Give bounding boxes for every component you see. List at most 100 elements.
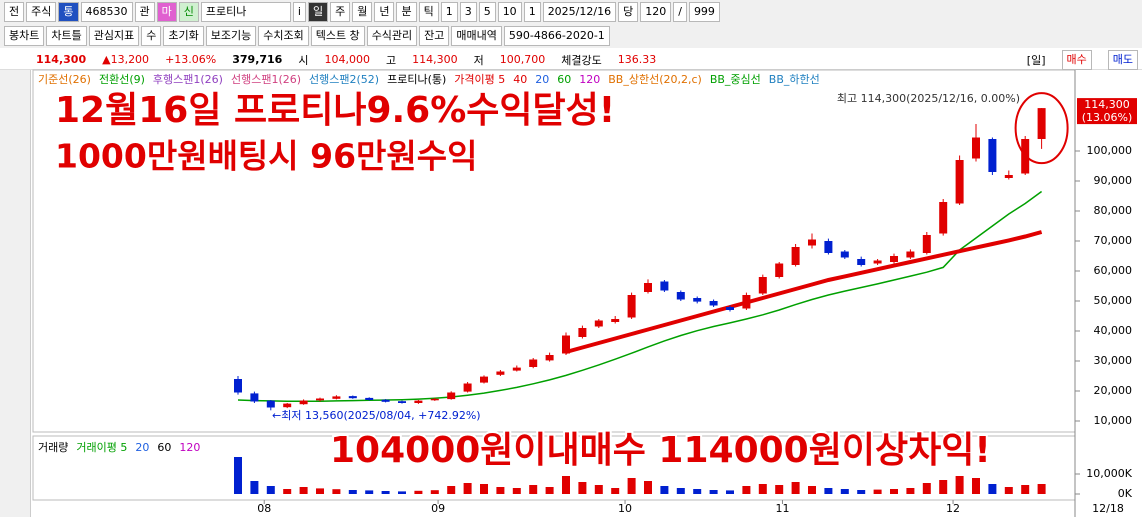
candle-body: [414, 400, 423, 403]
volume-bar: [365, 490, 374, 494]
volume-bar: [332, 489, 341, 494]
toolbar-button[interactable]: 월: [352, 2, 373, 22]
label: 고: [385, 53, 397, 67]
toolbar-button[interactable]: 120: [640, 2, 672, 22]
change: ▲13,200: [102, 53, 150, 66]
candle-body: [726, 307, 734, 310]
volume-bar: [840, 489, 849, 494]
volume-bar: [676, 488, 685, 494]
toolbar-button[interactable]: 수: [141, 26, 162, 46]
toolbar-button[interactable]: 보조기능: [205, 26, 257, 46]
toolbar-button[interactable]: 분: [396, 2, 417, 22]
toolbar-button[interactable]: 틱: [418, 2, 439, 22]
candle-body: [955, 160, 964, 204]
candle-body: [365, 397, 374, 400]
x-tick-label: 08: [257, 502, 271, 515]
candle-body: [283, 403, 292, 408]
toolbar-button[interactable]: 프로티나: [200, 2, 291, 22]
legend-entry: 후행스팬1(26): [153, 73, 223, 86]
volume-bar: [627, 478, 636, 494]
toolbar-button[interactable]: 관심지표: [88, 26, 140, 46]
volume-bar: [758, 484, 767, 494]
volume-bar: [824, 488, 833, 494]
overlay-text: 1000만원배팅시 96만원수익: [55, 137, 478, 176]
candle-body: [1004, 175, 1013, 178]
toolbar-button[interactable]: 5: [478, 2, 496, 22]
candle-body: [791, 247, 800, 265]
candle-body: [742, 295, 751, 309]
toolbar-button[interactable]: 1: [523, 2, 541, 22]
toolbar-button[interactable]: 봉차트: [4, 26, 45, 46]
toolbar-button[interactable]: 2025/12/16: [542, 2, 617, 22]
candle-body: [529, 359, 538, 367]
candle-body: [693, 298, 702, 302]
volume-bar: [988, 484, 997, 494]
toolbar-button[interactable]: i: [292, 2, 306, 22]
candle-body: [480, 376, 488, 383]
toolbar-button[interactable]: 수치조회: [258, 26, 309, 46]
last-price-label: (13.06%): [1082, 111, 1133, 124]
legend-entry: 60: [157, 441, 171, 454]
y-tick-label: 10,000K: [1086, 467, 1132, 480]
candle-body: [316, 398, 324, 401]
candle-body: [1037, 108, 1046, 139]
volume-bar: [480, 484, 488, 494]
low: 100,700: [499, 53, 546, 66]
volume-bar: [660, 486, 669, 494]
legend-entry: BB_상한선(20,2,c): [608, 73, 702, 86]
candle-body: [430, 398, 439, 401]
toolbar-button[interactable]: 통: [58, 2, 79, 22]
volume-bar: [611, 488, 620, 494]
candle-body: [578, 328, 587, 337]
toolbar-button[interactable]: 마: [156, 2, 177, 22]
volume-bar: [594, 485, 603, 494]
volume-bar: [266, 486, 275, 494]
candle-body: [890, 256, 898, 262]
candle-body: [332, 396, 341, 399]
volume-bar: [775, 485, 784, 494]
toolbar-button[interactable]: 수식관리: [366, 26, 418, 46]
high-annotation: 최고 114,300(2025/12/16, 0.00%): [837, 92, 1020, 105]
toolbar-button[interactable]: 주: [330, 2, 351, 22]
toolbar-button[interactable]: 10: [497, 2, 522, 22]
toolbar-button[interactable]: 매매내역: [451, 26, 502, 46]
volume-bar: [578, 482, 587, 494]
volume-bar: [709, 490, 718, 494]
toolbar-button[interactable]: 초기화: [163, 26, 204, 46]
y-tick-label: 60,000: [1094, 264, 1133, 277]
buy-button[interactable]: 매수: [1061, 49, 1092, 70]
toolbar-button[interactable]: 3: [459, 2, 477, 22]
toolbar-button[interactable]: 999: [688, 2, 720, 22]
period[interactable]: [일]: [1026, 53, 1046, 67]
toolbar-button[interactable]: /: [673, 2, 687, 22]
x-tick-label: 09: [431, 502, 445, 515]
toolbar-button[interactable]: 590-4866-2020-1: [503, 26, 610, 46]
legend-entry: BB_하한선: [769, 72, 820, 86]
toolbar-button[interactable]: 차트틀: [46, 26, 87, 46]
candle-body: [775, 263, 784, 277]
toolbar-button[interactable]: 주식: [26, 2, 57, 22]
toolbar-button[interactable]: 468530: [80, 2, 133, 22]
toolbar-button[interactable]: 관: [134, 2, 155, 22]
toolbar-button[interactable]: 텍스트 창: [310, 26, 365, 46]
candle-body: [709, 301, 718, 306]
x-tick-label: 10: [618, 502, 632, 515]
toolbar-button[interactable]: 일: [307, 2, 329, 22]
toolbar-button[interactable]: 1: [440, 2, 458, 22]
sell-button[interactable]: 매도: [1107, 49, 1138, 70]
volume-bar: [250, 481, 259, 494]
volume-bar: [1004, 487, 1013, 494]
toolbar-button[interactable]: 년: [374, 2, 395, 22]
volume-bar: [906, 488, 915, 494]
volume-bar: [693, 489, 702, 494]
toolbar-button[interactable]: 신: [178, 2, 199, 22]
toolbar-button[interactable]: 전: [4, 2, 25, 22]
toolbar-button[interactable]: 당: [618, 2, 639, 22]
legend-entry: 전환선(9): [99, 73, 145, 86]
toolbar-button[interactable]: 잔고: [419, 26, 450, 46]
sidebar: [0, 70, 31, 517]
candle-body: [627, 295, 636, 318]
last-price-box: [1077, 98, 1137, 125]
candle-body: [857, 259, 866, 265]
volume-bar: [808, 486, 816, 494]
